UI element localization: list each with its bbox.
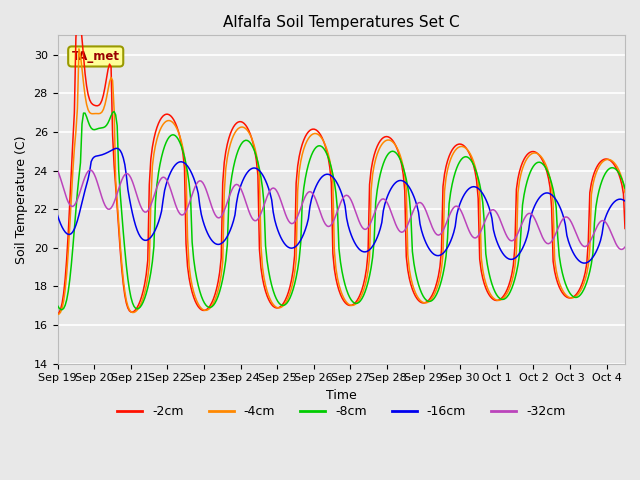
Y-axis label: Soil Temperature (C): Soil Temperature (C) [15, 135, 28, 264]
Legend: -2cm, -4cm, -8cm, -16cm, -32cm: -2cm, -4cm, -8cm, -16cm, -32cm [112, 400, 570, 423]
Text: TA_met: TA_met [72, 50, 120, 63]
X-axis label: Time: Time [326, 389, 356, 402]
Title: Alfalfa Soil Temperatures Set C: Alfalfa Soil Temperatures Set C [223, 15, 460, 30]
